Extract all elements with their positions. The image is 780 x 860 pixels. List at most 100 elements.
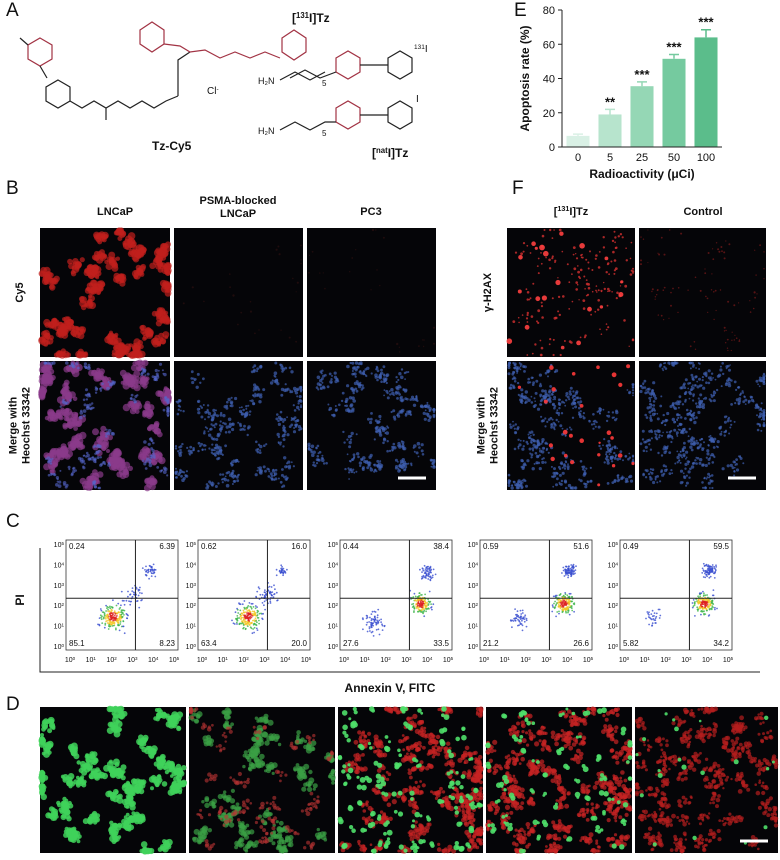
cell xyxy=(411,396,414,399)
cell xyxy=(395,376,397,378)
cell xyxy=(575,392,578,395)
cell xyxy=(226,472,229,475)
cell xyxy=(724,330,725,331)
event-dot xyxy=(109,610,111,612)
cell xyxy=(607,462,610,465)
cell xyxy=(404,378,406,380)
cell xyxy=(385,431,389,435)
text-part: 5 xyxy=(335,541,338,546)
cell xyxy=(433,327,435,329)
event-dot xyxy=(104,627,106,629)
cell xyxy=(687,463,689,465)
cell xyxy=(705,296,707,298)
cell xyxy=(691,436,693,438)
text-part: 5 xyxy=(177,656,180,661)
cell xyxy=(523,251,525,253)
cell xyxy=(128,466,133,471)
flow-plot xyxy=(480,540,592,650)
cell xyxy=(761,410,763,412)
cell xyxy=(277,433,280,436)
cell xyxy=(270,381,273,384)
cell xyxy=(685,378,688,381)
cell xyxy=(676,451,678,453)
cell xyxy=(552,486,554,488)
cell xyxy=(690,442,693,445)
cell xyxy=(92,286,98,292)
bond xyxy=(20,38,28,45)
cell xyxy=(532,447,535,450)
cell xyxy=(221,479,223,481)
cell xyxy=(547,371,549,373)
cell xyxy=(421,405,424,408)
cell xyxy=(710,480,712,482)
cell xyxy=(564,468,566,470)
cell xyxy=(87,454,90,457)
cell xyxy=(183,477,186,480)
cell xyxy=(734,339,735,340)
cell xyxy=(401,400,404,403)
cell xyxy=(542,295,547,300)
cell xyxy=(545,392,548,395)
cell xyxy=(331,414,333,416)
text-part: 10 xyxy=(422,657,430,664)
cell xyxy=(96,387,98,389)
event-dot xyxy=(371,623,373,625)
cell xyxy=(68,466,71,469)
event-dot xyxy=(413,611,415,613)
cell xyxy=(247,434,249,436)
cell xyxy=(757,429,760,432)
panel-letter: B xyxy=(6,178,19,199)
cell xyxy=(309,255,310,256)
cell xyxy=(296,406,299,409)
cell xyxy=(300,404,302,406)
cell xyxy=(517,439,519,441)
cell xyxy=(677,417,679,419)
cell xyxy=(583,483,585,485)
event-dot xyxy=(522,612,524,614)
cell xyxy=(711,273,712,274)
cell xyxy=(93,255,99,261)
cell xyxy=(323,462,325,464)
cell xyxy=(224,478,227,481)
cell xyxy=(526,245,528,247)
cell xyxy=(607,326,609,328)
cell xyxy=(186,470,188,472)
micrograph xyxy=(639,228,766,357)
y-tick-label: 20 xyxy=(543,108,555,120)
cell xyxy=(529,448,532,451)
event-dot xyxy=(251,608,253,610)
cell xyxy=(100,463,103,466)
event-dot xyxy=(524,621,526,623)
text-part: 131 xyxy=(414,44,425,51)
cell xyxy=(292,418,295,421)
cell xyxy=(598,426,601,429)
text-part: 2 xyxy=(335,602,338,607)
event-dot xyxy=(151,572,153,574)
panel-letter: C xyxy=(6,511,20,532)
cell xyxy=(130,242,136,248)
cell xyxy=(319,451,322,454)
cell xyxy=(679,414,681,416)
cell xyxy=(342,392,345,395)
cell xyxy=(229,273,231,275)
cell xyxy=(182,410,184,412)
cell xyxy=(289,367,292,370)
cell xyxy=(720,246,722,248)
cell xyxy=(401,441,404,444)
cell xyxy=(694,341,696,343)
cell xyxy=(653,394,656,397)
cell xyxy=(354,372,357,375)
event-dot xyxy=(117,618,119,620)
text-part: 0 xyxy=(193,643,196,648)
cell xyxy=(604,461,606,463)
cell xyxy=(749,300,750,301)
cell xyxy=(569,393,572,396)
event-dot xyxy=(381,623,383,625)
cell xyxy=(148,424,154,430)
event-dot xyxy=(236,608,238,610)
x-tick-label: 101 xyxy=(218,656,229,665)
cell xyxy=(536,320,538,322)
cell xyxy=(148,443,151,446)
cell xyxy=(684,417,687,420)
cell xyxy=(346,439,348,441)
